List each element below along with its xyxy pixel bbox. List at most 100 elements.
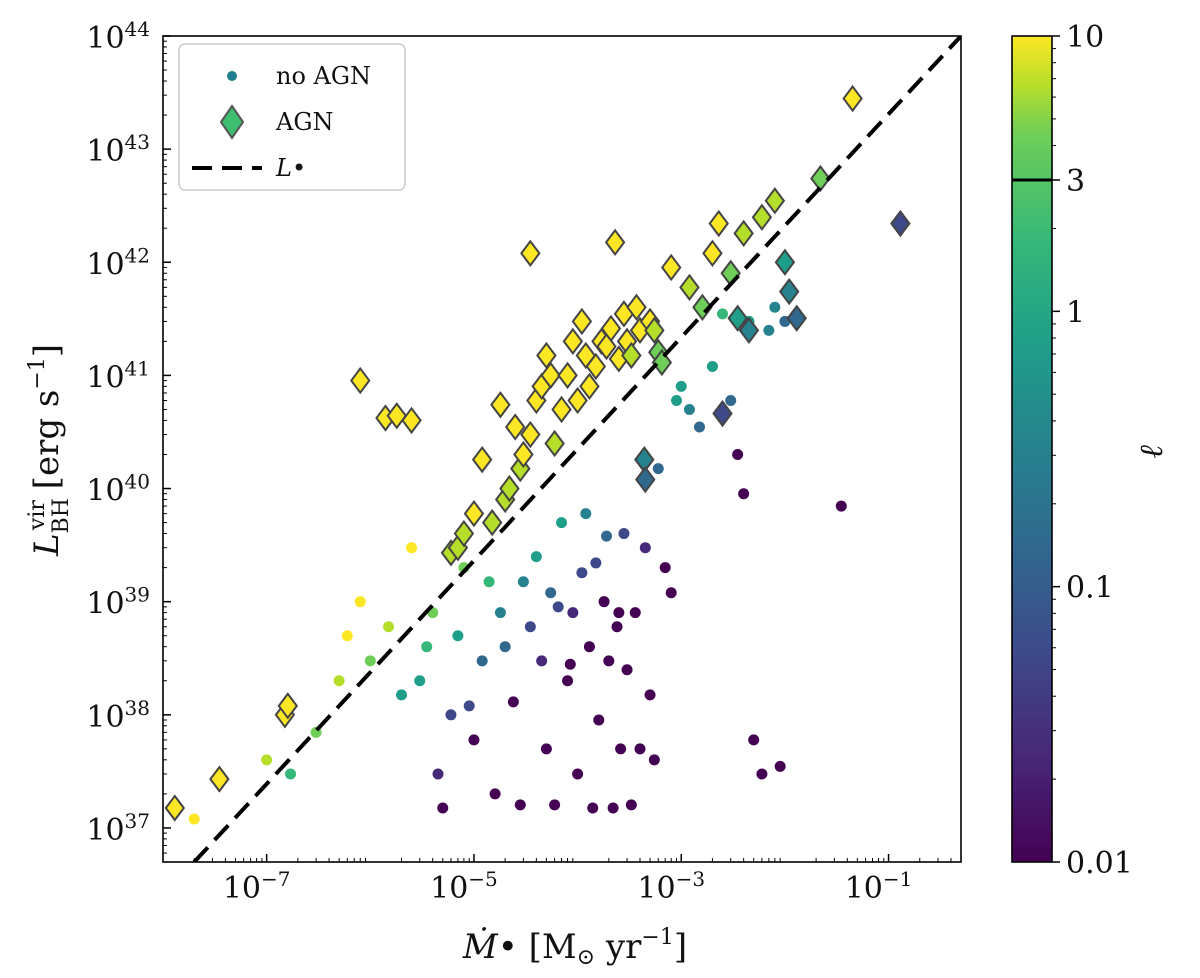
agn-point [401,406,422,435]
no-agn-point [517,576,529,588]
no-agn-point [562,675,574,687]
agn-point [350,366,371,395]
no-agn-point [556,517,568,529]
no-agn-point [383,621,395,633]
no-agn-point [483,576,495,588]
y-tick-label: 1042 [86,243,150,282]
no-agn-point [625,799,637,811]
agn-point [621,341,642,370]
no-agn-point [706,360,718,372]
agn-point [209,765,230,793]
no-agn-point [549,799,561,811]
no-agn-point [414,675,426,687]
agn-point [712,399,733,428]
agn-point [504,413,526,441]
no-agn-point [468,734,480,746]
agn-point [679,273,700,302]
no-agn-point [396,689,408,701]
y-axis-label: LBHvir [erg s−1] [25,344,74,557]
no-agn-point [261,754,273,766]
l-dot-reference-line [192,36,961,862]
no-agn-point [593,714,605,726]
agn-point [463,499,485,528]
agn-point [764,187,786,215]
no-agn-point [452,630,464,642]
legend-line-label: L• [275,154,306,182]
x-axis: 10−7 10−5 10−3 10−1 [193,854,962,906]
no-agn-point [285,768,297,780]
no-agn-point [652,463,664,475]
agn-point [471,445,493,474]
no-agn-point [567,607,579,619]
legend-no-agn-label: no AGN [276,62,371,90]
no-agn-point [598,596,610,608]
no-agn-point [621,664,633,676]
agn-point [544,429,565,458]
colorbar-tick-label: 1 [1066,295,1085,330]
no-agn-point [406,542,418,554]
no-agn-point [732,448,744,460]
x-tick-label: 10−1 [845,867,913,906]
agn-point [635,465,656,494]
y-tick-label: 1040 [86,470,150,509]
no-agn-points [188,301,847,825]
agn-point [520,420,541,449]
agn-point [579,372,600,401]
agn-point [708,209,729,238]
no-agn-point [587,802,599,814]
colorbar: 10 3 1 0.1 0.01 ℓ [1011,20,1170,881]
agn-point [567,386,588,415]
agn-point [626,293,647,321]
agn-point [890,209,911,238]
no-agn-point [835,500,847,512]
agn-point [557,361,578,390]
no-agn-point [580,508,592,520]
no-agn-point [639,542,651,554]
agn-point [738,316,760,345]
legend-agn-marker [219,104,245,140]
no-agn-point [615,743,627,755]
x-axis-label: Ṁ• [M⊙ yr−1] [462,925,687,970]
no-agn-point [683,403,695,415]
colorbar-tick-label: 10 [1066,20,1104,55]
no-agn-point [572,768,584,780]
no-agn-point [590,557,602,569]
no-agn-point [545,587,557,599]
agn-points [163,84,911,840]
x-tick-label: 10−7 [223,867,291,906]
no-agn-point [629,607,641,619]
no-agn-point [188,813,200,825]
no-agn-point [603,655,615,667]
colorbar-ticks: 10 3 1 0.1 0.01 [1052,20,1133,881]
agn-point [774,248,796,276]
no-agn-point [675,380,687,392]
agn-point [540,361,561,390]
agn-point [778,277,800,306]
no-agn-point [583,641,595,653]
no-agn-point [476,655,488,667]
y-tick-label: 1039 [86,583,150,622]
no-agn-point [738,488,750,500]
y-tick-label: 1044 [86,17,150,56]
no-agn-point [618,528,630,540]
no-agn-point [665,587,677,599]
agn-point [842,84,863,113]
agn-point [596,332,617,361]
no-agn-point [540,743,552,755]
no-agn-point [648,754,660,766]
colorbar-label: ℓ [1132,445,1170,459]
no-agn-point [524,621,536,633]
legend-no-agn-marker [227,71,237,81]
agn-point [490,391,511,419]
no-agn-point [364,655,376,667]
no-agn-point [644,689,656,701]
no-agn-point [748,734,760,746]
y-tick-label: 1037 [86,809,150,848]
agn-point [513,440,534,469]
y-tick-label: 1041 [86,356,150,395]
agn-point [510,454,531,483]
agn-point [499,474,520,503]
x-tick-label: 10−3 [637,867,705,906]
agn-point [651,348,673,377]
agn-point [644,316,665,345]
